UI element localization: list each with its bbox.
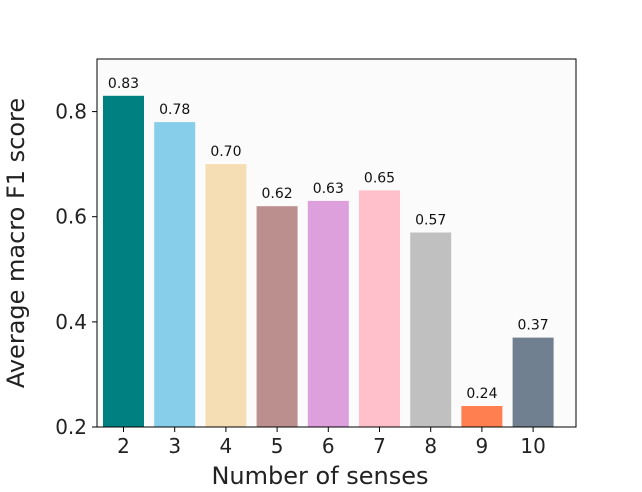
y-tick-label-0.4: 0.4 <box>55 310 87 334</box>
plot-frame <box>96 58 577 428</box>
bar-4 <box>205 164 247 427</box>
x-tick-label-7: 7 <box>373 434 386 458</box>
x-tick-label-4: 4 <box>220 434 233 458</box>
data-label-5: 0.62 <box>262 186 293 202</box>
data-label-8: 0.57 <box>415 213 446 229</box>
x-tick-label-5: 5 <box>271 434 284 458</box>
x-tick-label-6: 6 <box>322 434 335 458</box>
x-tick-label-9: 9 <box>476 434 489 458</box>
y-tick-label-0.6: 0.6 <box>55 205 87 229</box>
data-label-4: 0.70 <box>210 144 241 160</box>
x-tick-label-10: 10 <box>520 434 545 458</box>
bar-10 <box>512 337 554 427</box>
x-axis: 2 3 4 5 6 7 8 9 10 <box>117 427 546 458</box>
x-tick-label-3: 3 <box>168 434 181 458</box>
data-label-6: 0.63 <box>313 181 344 197</box>
y-tick-label-0.2: 0.2 <box>55 415 87 439</box>
y-tick-label-0.8: 0.8 <box>55 100 87 124</box>
bar-8 <box>410 232 452 427</box>
bar-2 <box>103 95 144 428</box>
bar-5 <box>256 206 298 427</box>
data-label-2: 0.83 <box>108 76 139 92</box>
x-tick-label-8: 8 <box>424 434 437 458</box>
bar-6 <box>307 200 349 427</box>
y-axis-label: Average macro F1 score <box>2 98 30 388</box>
y-axis: 0.2 0.4 0.6 0.8 <box>55 100 97 439</box>
bars-group <box>103 95 554 428</box>
x-tick-label-2: 2 <box>117 434 130 458</box>
data-label-9: 0.24 <box>466 386 497 402</box>
data-label-10: 0.37 <box>518 318 549 334</box>
data-labels-group: 0.83 0.78 0.70 0.62 0.63 0.65 0.57 0.24 0.37 <box>108 76 549 402</box>
data-label-3: 0.78 <box>159 102 190 118</box>
data-label-7: 0.65 <box>364 170 395 186</box>
bar-9 <box>461 406 503 427</box>
x-axis-label: Number of senses <box>211 462 428 490</box>
bar-3 <box>154 122 196 427</box>
bar-7 <box>359 190 400 427</box>
